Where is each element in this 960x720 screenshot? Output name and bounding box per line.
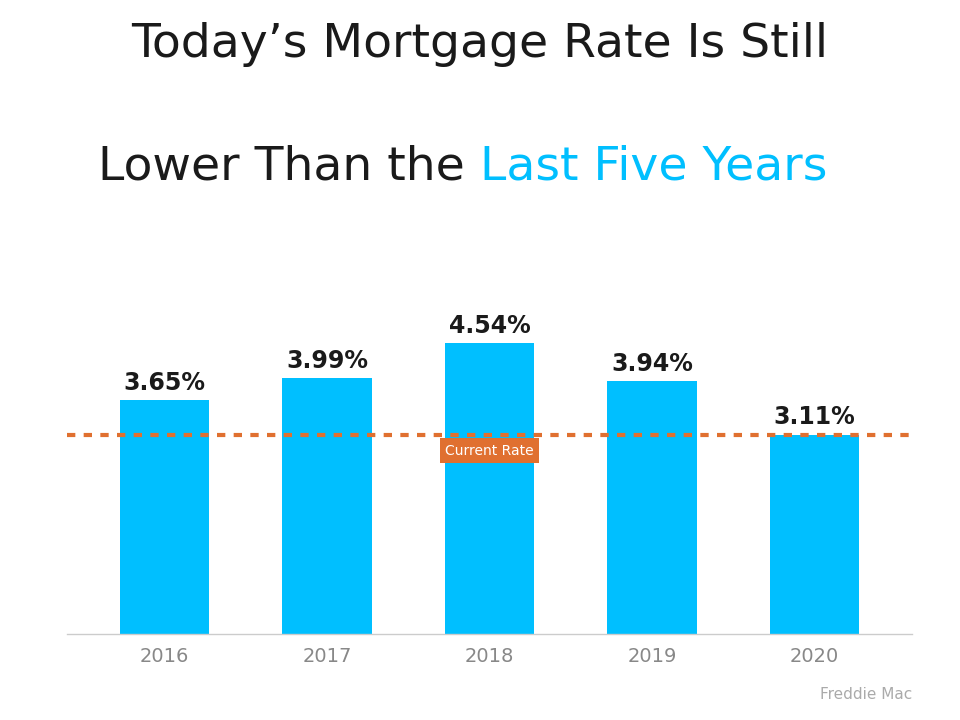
- Bar: [120, 400, 209, 634]
- Text: 3.11%: 3.11%: [774, 405, 855, 429]
- Bar: [282, 378, 372, 634]
- Text: 3.65%: 3.65%: [124, 371, 205, 395]
- Bar: [608, 382, 697, 634]
- Text: Current Rate: Current Rate: [445, 444, 534, 458]
- Bar: [444, 343, 535, 634]
- Text: 3.99%: 3.99%: [286, 349, 368, 373]
- Text: Last Five Years: Last Five Years: [480, 144, 828, 189]
- Text: Freddie Mac: Freddie Mac: [820, 687, 912, 702]
- Text: 4.54%: 4.54%: [448, 314, 531, 338]
- Text: Lower Than the: Lower Than the: [98, 144, 480, 189]
- Text: 3.94%: 3.94%: [612, 352, 693, 377]
- Bar: [770, 435, 859, 634]
- Text: Today’s Mortgage Rate Is Still: Today’s Mortgage Rate Is Still: [132, 22, 828, 67]
